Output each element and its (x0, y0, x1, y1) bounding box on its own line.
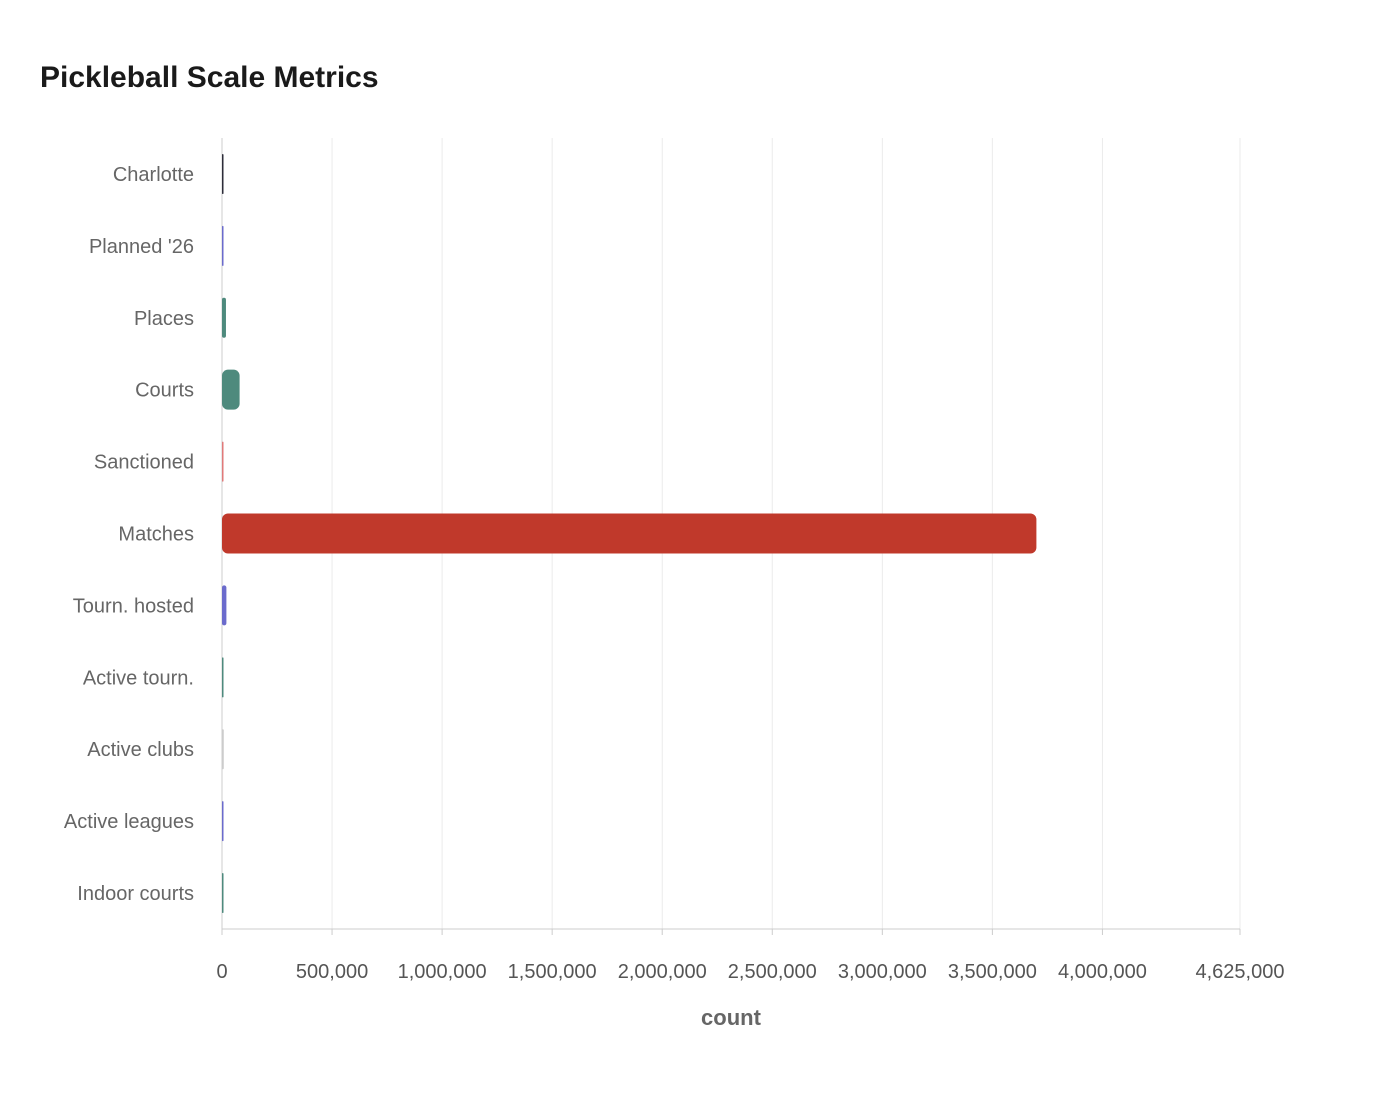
bar (222, 297, 226, 338)
bar (222, 441, 224, 482)
bar (222, 729, 224, 770)
bar (222, 657, 224, 698)
category-label: Courts (135, 380, 194, 402)
category-label: Sanctioned (94, 452, 194, 474)
bar (222, 153, 224, 194)
category-label: Active leagues (64, 811, 194, 833)
category-labels: Charlotte Planned '26 Places Courts Sanction… (64, 164, 194, 905)
bar (222, 585, 227, 626)
bar (222, 369, 240, 410)
x-tick-label: 2,000,000 (618, 961, 707, 983)
category-label: Places (134, 308, 194, 330)
category-label: Indoor courts (77, 883, 194, 905)
bar (222, 801, 224, 842)
x-tick-label: 3,000,000 (838, 961, 927, 983)
category-label: Active clubs (87, 739, 194, 761)
x-axis-title: count (701, 1005, 762, 1030)
category-label: Matches (118, 524, 194, 546)
bar (222, 225, 224, 266)
x-tick-label: 4,000,000 (1058, 961, 1147, 983)
page-title: Pickleball Scale Metrics (40, 61, 379, 94)
category-label: Tourn. hosted (73, 595, 194, 617)
bar (222, 873, 224, 914)
category-label: Active tourn. (83, 667, 194, 689)
x-tick-label: 2,500,000 (728, 961, 817, 983)
bar (222, 513, 1037, 554)
bars (222, 153, 1037, 914)
x-tick-label: 4,625,000 (1196, 961, 1285, 983)
x-tick-label: 3,500,000 (948, 961, 1037, 983)
category-label: Planned '26 (89, 236, 194, 258)
x-tick-label: 1,500,000 (508, 961, 597, 983)
x-tick-label: 500,000 (296, 961, 368, 983)
x-tick-labels: 0 500,000 1,000,000 1,500,000 2,000,000 2,500… (216, 961, 1284, 983)
x-tick-label: 1,000,000 (398, 961, 487, 983)
x-tick-label: 0 (216, 961, 227, 983)
category-label: Charlotte (113, 164, 194, 186)
